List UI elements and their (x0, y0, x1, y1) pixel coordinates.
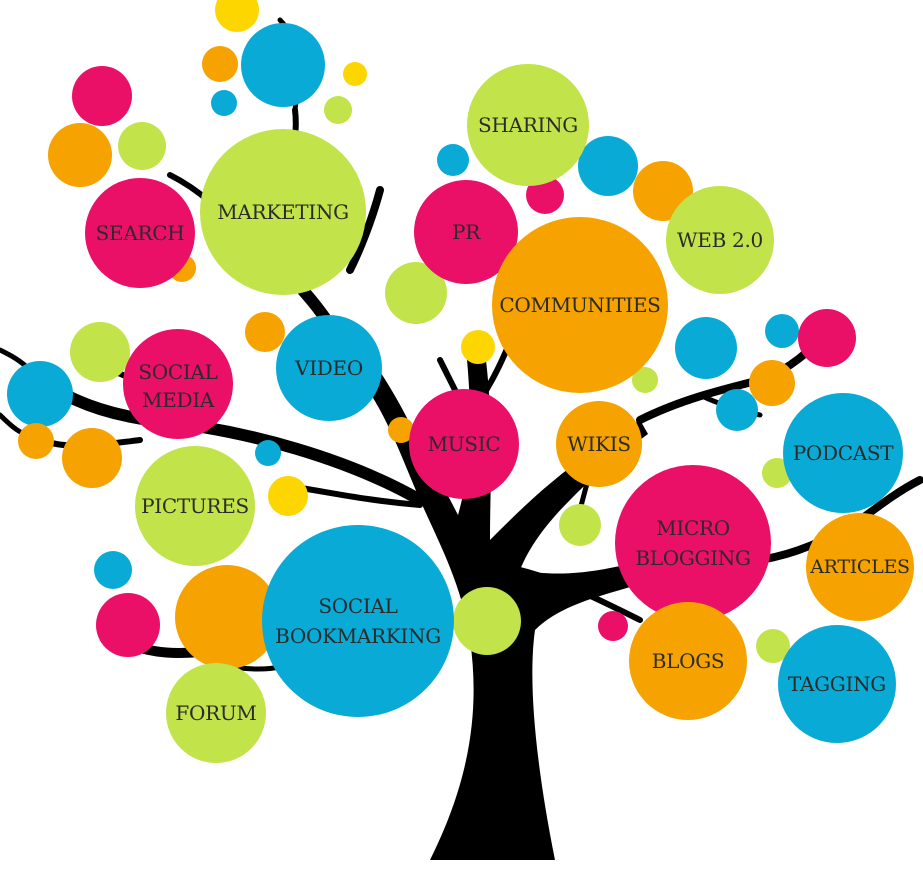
decor-circle (215, 0, 259, 32)
decor-circle (72, 66, 132, 126)
bubble-web20-label: WEB 2.0 (677, 228, 763, 252)
bubble-podcast-label: PODCAST (793, 441, 895, 465)
bubble-micro-blogging-circle (615, 465, 771, 621)
bubble-forum-label: FORUM (175, 701, 256, 725)
bubble-wikis: WIKIS (556, 401, 642, 487)
decor-circle (749, 360, 795, 406)
decor-circle (241, 23, 325, 107)
bubble-sharing: SHARING (467, 64, 589, 186)
trunk-body (352, 346, 742, 860)
decor-circle (211, 90, 237, 116)
bubble-forum-circle (166, 663, 266, 763)
bubble-blogs-label: BLOGS (652, 649, 725, 673)
bubble-social-bookmarking-label-line1: SOCIAL (318, 594, 397, 618)
decor-circle (385, 262, 447, 324)
bubble-social-media-label-line2: MEDIA (142, 388, 215, 412)
decor-circle (559, 504, 601, 546)
bubble-tagging: TAGGING (778, 625, 896, 743)
bubble-sharing-label: SHARING (478, 113, 578, 137)
decor-circle (48, 123, 112, 187)
bubble-podcast-circle (783, 393, 903, 513)
decor-circle (437, 144, 469, 176)
bubble-forum: FORUM (166, 663, 266, 763)
decor-circle (633, 161, 693, 221)
decor-circle (18, 423, 54, 459)
bubble-wikis-label: WIKIS (567, 432, 631, 456)
decor-circle (324, 96, 352, 124)
bubble-blogs-circle (629, 602, 747, 720)
decor-circle (245, 312, 285, 352)
decor-circle (461, 330, 495, 364)
bubble-micro-blogging-label-line2: BLOGGING (635, 546, 750, 570)
bubble-search-label: SEARCH (96, 221, 185, 245)
decor-circle (202, 46, 238, 82)
bubble-video-label: VIDEO (294, 356, 363, 380)
decor-circle (343, 62, 367, 86)
bubble-web20: WEB 2.0 (666, 186, 774, 294)
decor-circle (756, 629, 790, 663)
decor-circle (632, 367, 658, 393)
bubble-articles-circle (806, 513, 914, 621)
decor-circle (716, 389, 758, 431)
decor-circle (798, 309, 856, 367)
decor-circle (453, 587, 521, 655)
bubble-communities-label: COMMUNITIES (499, 293, 660, 317)
bubble-social-media: SOCIAL MEDIA (123, 329, 233, 439)
bubble-articles: ARTICLES (806, 513, 914, 621)
bubble-pictures-circle (135, 446, 255, 566)
bubble-pictures-label: PICTURES (141, 494, 249, 518)
bubble-communities-circle (492, 217, 668, 393)
decor-circle (268, 476, 308, 516)
bubble-search-circle (85, 178, 195, 288)
bubble-sharing-circle (467, 64, 589, 186)
bubble-marketing-label: MARKETING (217, 200, 349, 224)
decor-circle (578, 136, 638, 196)
bubble-articles-label: ARTICLES (809, 556, 910, 578)
bubble-music: MUSIC (409, 389, 519, 499)
bubble-pr-label: PR (452, 220, 481, 244)
bubble-pr-circle (414, 180, 518, 284)
bubble-tagging-circle (778, 625, 896, 743)
bubble-music-label: MUSIC (428, 432, 501, 456)
decor-circle (62, 428, 122, 488)
bubble-tagging-label: TAGGING (788, 672, 886, 696)
decor-circle (94, 551, 132, 589)
bubble-micro-blogging: MICRO BLOGGING (615, 465, 771, 621)
decor-circle (675, 317, 737, 379)
decor-circle (388, 417, 414, 443)
decor-circle (255, 440, 281, 466)
decor-circles (7, 0, 856, 669)
decor-circle (70, 322, 130, 382)
bubble-video: VIDEO (276, 315, 382, 421)
bubble-podcast: PODCAST (783, 393, 903, 513)
labeled-bubbles: SHARING MARKETING SEARCH PR WEB 2.0 COMM… (85, 64, 914, 763)
bubble-wikis-circle (556, 401, 642, 487)
bubble-social-media-circle (123, 329, 233, 439)
decor-circle (765, 314, 799, 348)
decor-circle (118, 122, 166, 170)
bubble-blogs: BLOGS (629, 602, 747, 720)
bubble-micro-blogging-label-line1: MICRO (656, 516, 730, 540)
bubble-social-bookmarking-circle (262, 525, 454, 717)
bubble-music-circle (409, 389, 519, 499)
bubble-video-circle (276, 315, 382, 421)
bubble-social-bookmarking: SOCIAL BOOKMARKING (262, 525, 454, 717)
bubble-search: SEARCH (85, 178, 195, 288)
decor-circle (7, 361, 73, 427)
decor-circle (96, 593, 160, 657)
bubble-social-media-label-line1: SOCIAL (138, 360, 217, 384)
bubble-pictures: PICTURES (135, 446, 255, 566)
bubble-social-bookmarking-label-line2: BOOKMARKING (275, 624, 441, 648)
decor-circle (175, 565, 279, 669)
bubble-web20-circle (666, 186, 774, 294)
bubble-marketing-circle (200, 129, 366, 295)
bubble-communities: COMMUNITIES (492, 217, 668, 393)
bubble-marketing: MARKETING (200, 129, 366, 295)
bubble-pr: PR (414, 180, 518, 284)
decor-circle (598, 611, 628, 641)
